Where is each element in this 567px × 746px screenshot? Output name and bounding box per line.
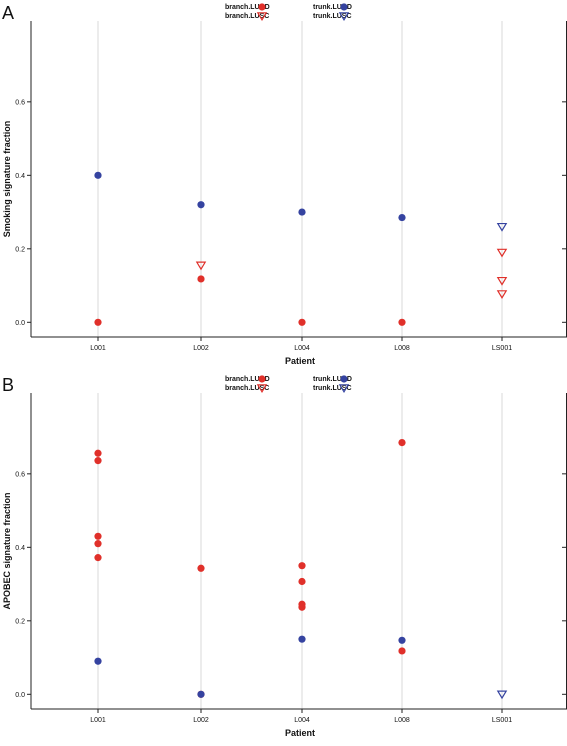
x-tick-label: L001: [90, 345, 106, 352]
y-tick-label: 0.0: [15, 320, 25, 327]
data-point: [94, 532, 102, 540]
legend-marker: [338, 384, 350, 393]
legend-label: branch.LUAD: [225, 376, 270, 383]
x-tick-label: LS001: [492, 717, 512, 724]
data-point: [398, 636, 406, 644]
x-axis-title: Patient: [285, 728, 315, 738]
data-point: [398, 647, 406, 655]
data-point: [298, 208, 306, 216]
y-tick-label: 0.6: [15, 471, 25, 478]
data-point: [195, 261, 207, 271]
data-point: [496, 276, 508, 286]
legend-marker: [338, 12, 350, 21]
panel-letter: B: [2, 375, 14, 395]
data-point: [496, 290, 508, 299]
data-point: [94, 657, 102, 665]
legend-marker: [258, 375, 266, 383]
data-point: [398, 213, 406, 222]
panel-letter: A: [2, 3, 14, 23]
y-tick-label: 0.4: [15, 545, 25, 552]
data-point: [197, 275, 205, 283]
y-tick-label: 0.4: [15, 173, 25, 180]
x-tick-label: L002: [193, 345, 209, 352]
data-point: [298, 577, 306, 586]
x-tick-label: L004: [294, 345, 310, 352]
data-point: [298, 603, 306, 611]
y-tick-label: 0.0: [15, 692, 25, 699]
legend-marker: [256, 384, 268, 393]
x-tick-label: L004: [294, 717, 310, 724]
y-tick-label: 0.6: [15, 99, 25, 106]
y-tick-label: 0.2: [15, 618, 25, 625]
data-point: [197, 564, 205, 572]
legend-marker: [256, 12, 268, 21]
data-point: [94, 171, 102, 179]
y-axis-title: APOBEC signature fraction: [2, 492, 12, 609]
data-point: [298, 562, 306, 570]
data-point: [197, 201, 205, 209]
legend-marker: [340, 3, 348, 11]
legend-label: trunk.LUSC: [313, 13, 352, 20]
legend-label: branch.LUSC: [225, 13, 269, 20]
data-point: [94, 449, 102, 457]
x-tick-label: L002: [193, 717, 209, 724]
data-point: [94, 457, 102, 465]
y-axis-title: Smoking signature fraction: [2, 121, 12, 238]
x-axis-title: Patient: [285, 356, 315, 366]
x-tick-label: LS001: [492, 345, 512, 352]
data-point: [398, 439, 406, 447]
data-point: [496, 248, 508, 258]
legend-marker: [258, 3, 266, 11]
legend: branch.LUAD branch.LUSC trunk.LUAD trunk.LU…: [225, 375, 352, 393]
legend-label: branch.LUAD: [225, 4, 270, 11]
data-point: [496, 222, 508, 232]
x-tick-label: L001: [90, 717, 106, 724]
data-point: [94, 318, 102, 326]
data-point: [298, 318, 306, 326]
legend-label: trunk.LUAD: [313, 376, 352, 383]
legend-label: trunk.LUAD: [313, 4, 352, 11]
legend-label: trunk.LUSC: [313, 385, 352, 392]
x-tick-label: L008: [394, 345, 410, 352]
y-tick-label: 0.2: [15, 246, 25, 253]
legend: branch.LUAD branch.LUSC trunk.LUAD trunk.LU…: [225, 3, 352, 21]
data-point: [94, 554, 102, 562]
legend-label: branch.LUSC: [225, 385, 269, 392]
data-point: [398, 318, 406, 326]
data-point: [298, 635, 306, 643]
legend-marker: [340, 375, 348, 383]
x-tick-label: L008: [394, 717, 410, 724]
data-point: [496, 690, 508, 700]
data-point: [197, 690, 205, 698]
data-point: [94, 540, 102, 548]
